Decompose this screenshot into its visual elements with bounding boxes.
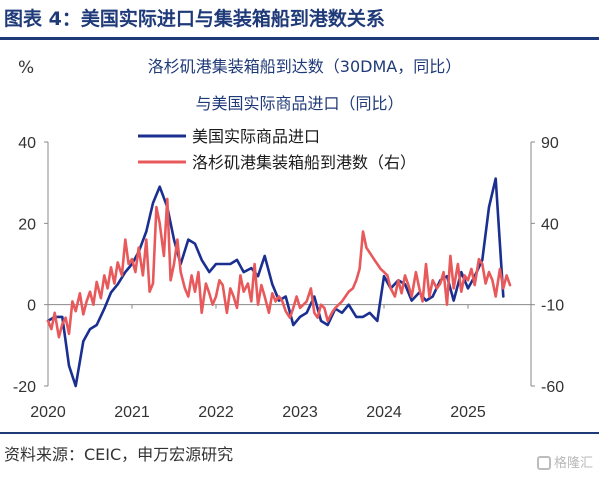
left-axis-unit: %: [18, 58, 35, 78]
legend-label: 美国实际商品进口: [192, 127, 320, 146]
watermark-text: 格隆汇: [553, 456, 593, 471]
right-tick-label: -60: [541, 379, 564, 396]
x-tick-label: 2020: [30, 404, 66, 421]
right-tick-label: -10: [541, 298, 564, 315]
chart-title-line-2: 与美国实际商品进口（同比）: [195, 94, 404, 113]
watermark-logo-icon: [536, 456, 551, 470]
left-tick-label: 40: [18, 135, 36, 152]
series-line-imports: [46, 177, 505, 388]
right-tick-label: 40: [541, 216, 559, 233]
x-tick-label: 2022: [198, 404, 234, 421]
title-bar: 图表 4：美国实际进口与集装箱船到港数关系: [0, 0, 599, 36]
legend-label: 洛杉矶港集装箱船到港数（右）: [192, 153, 416, 172]
x-tick-label: 2023: [282, 404, 318, 421]
x-tick-label: 2021: [114, 404, 150, 421]
source-note: 资料来源：CEIC，申万宏源研究: [4, 445, 234, 464]
page-title: 图表 4：美国实际进口与集装箱船到港数关系: [4, 8, 385, 30]
chart-title-line-1: 洛杉矶港集装箱船到达数（30DMA，同比）: [147, 57, 462, 76]
series-line-ships: [46, 197, 512, 339]
right-tick-label: 90: [541, 135, 559, 152]
source-divider: [0, 432, 599, 434]
watermark: 格隆汇: [536, 452, 593, 471]
left-tick-label: -20: [13, 379, 36, 396]
left-tick-label: 0: [27, 298, 36, 315]
left-tick-label: 20: [18, 216, 36, 233]
x-tick-label: 2025: [450, 404, 486, 421]
title-divider: [0, 37, 599, 40]
x-tick-label: 2024: [366, 404, 402, 421]
